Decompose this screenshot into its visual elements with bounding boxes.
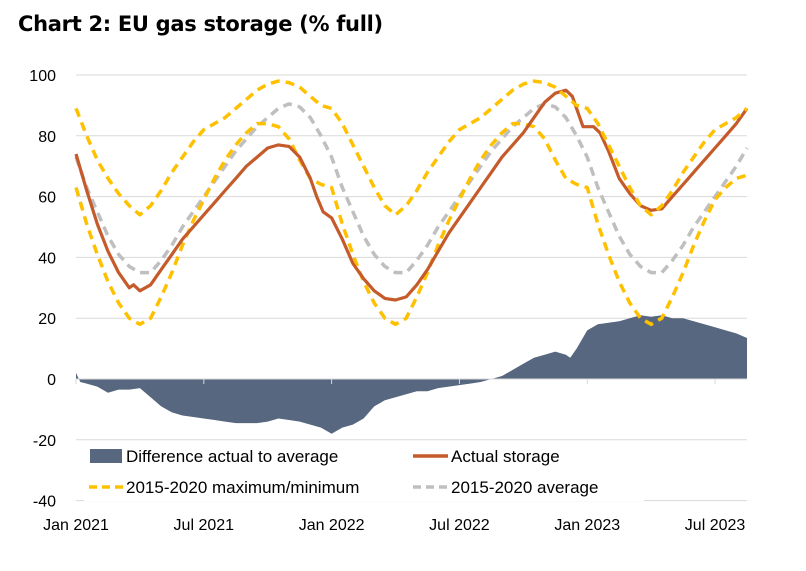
average-line	[74, 102, 749, 275]
chart-title: Chart 2: EU gas storage (% full)	[18, 12, 383, 36]
legend-item-difference: Difference actual to average	[90, 447, 338, 466]
legend-item-maxmin: 2015-2020 maximum/minimum	[89, 478, 359, 497]
legend-label-actual: Actual storage	[451, 447, 560, 466]
difference-area-layer	[76, 315, 747, 434]
gridlines	[76, 74, 747, 502]
x-tick-label: Jul 2021	[174, 517, 235, 534]
y-tick-label: 80	[38, 129, 56, 146]
legend-item-average: 2015-2020 average	[413, 478, 598, 497]
y-tick-label: -40	[33, 494, 56, 511]
y-tick-label: 100	[29, 68, 56, 85]
x-tick-label: Jan 2022	[299, 517, 365, 534]
legend-label-maxmin: 2015-2020 maximum/minimum	[126, 478, 359, 497]
zero-axis	[75, 378, 747, 384]
minimum-line	[74, 121, 748, 327]
maximum-line	[74, 79, 749, 217]
legend-label-difference: Difference actual to average	[126, 447, 338, 466]
y-tick-label: 40	[38, 250, 56, 267]
actual-storage-line	[74, 88, 749, 302]
difference-area	[76, 315, 747, 434]
x-tick-label: Jul 2023	[685, 517, 746, 534]
y-tick-label: 0	[47, 372, 56, 389]
x-tick-label: Jul 2022	[429, 517, 490, 534]
y-axis-labels: 100 80 60 40 20 0 -20 -40	[29, 68, 56, 511]
legend-item-actual: Actual storage	[413, 447, 560, 466]
series-lines	[74, 79, 749, 327]
y-tick-label: -20	[33, 433, 56, 450]
y-tick-label: 20	[38, 311, 56, 328]
x-tick-label: Jan 2021	[43, 517, 109, 534]
x-axis-labels: Jan 2021 Jul 2021 Jan 2022 Jul 2022 Jan 2023…	[43, 517, 745, 534]
y-tick-label: 60	[38, 190, 56, 207]
legend-swatch-area	[90, 449, 122, 463]
legend-label-average: 2015-2020 average	[451, 478, 598, 497]
x-tick-label: Jan 2023	[554, 517, 620, 534]
legend: Difference actual to average Actual stor…	[84, 441, 644, 501]
legend-background	[84, 441, 644, 501]
